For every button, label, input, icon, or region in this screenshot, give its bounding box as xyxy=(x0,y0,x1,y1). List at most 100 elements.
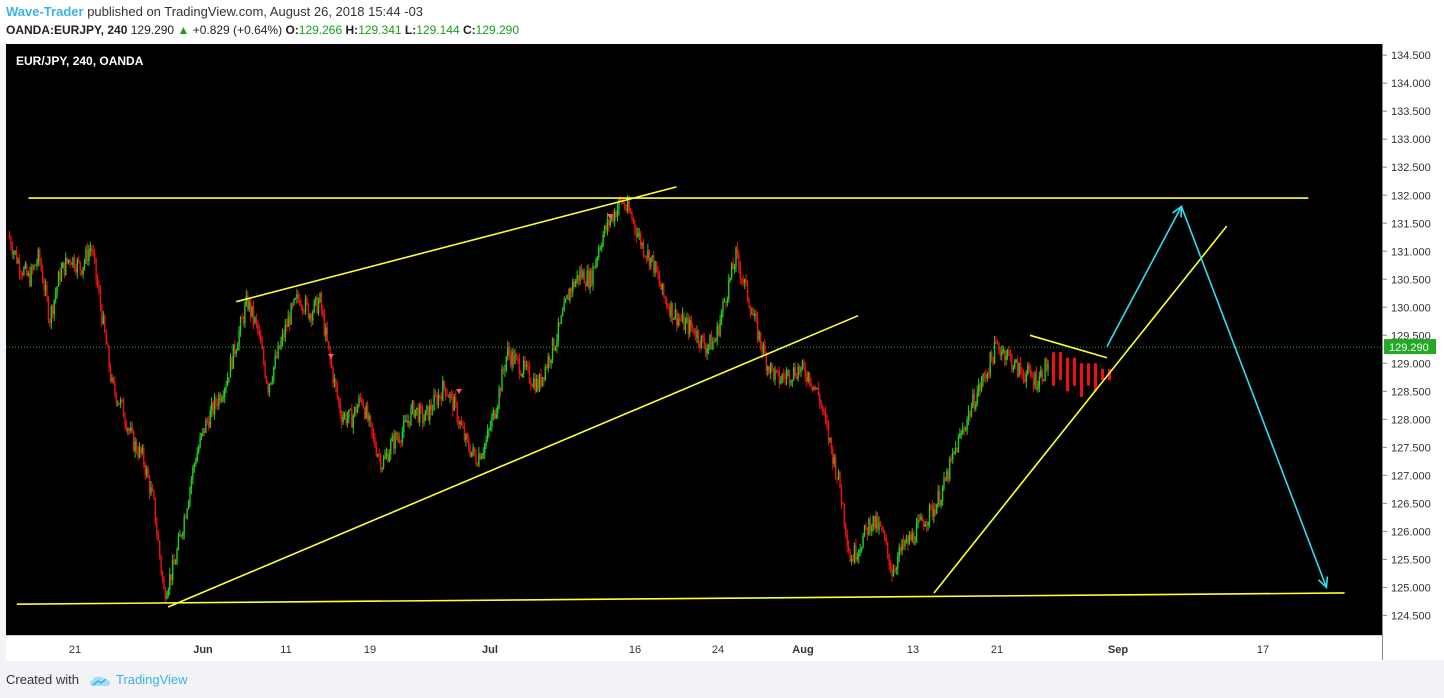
candle-body xyxy=(1018,363,1020,377)
candle-body xyxy=(208,421,210,428)
candle-body xyxy=(472,447,474,452)
candle-body xyxy=(742,279,744,283)
candle-body xyxy=(101,306,103,324)
candle-body xyxy=(928,504,931,522)
candle-body xyxy=(686,318,688,321)
candle-body xyxy=(54,293,57,300)
candle-body xyxy=(713,341,716,343)
candle-body xyxy=(297,294,300,299)
candle-body xyxy=(768,366,770,374)
candle-body xyxy=(252,306,255,323)
candle-body xyxy=(463,427,466,441)
candle-body xyxy=(197,447,200,453)
candle-body xyxy=(852,558,854,562)
candle-body xyxy=(1027,365,1029,374)
candle-body xyxy=(534,378,536,392)
candle-body xyxy=(60,268,63,281)
candle-body xyxy=(936,504,938,515)
candle-body xyxy=(218,394,220,406)
last-price: 129.290 xyxy=(130,23,175,37)
candle-body xyxy=(342,416,344,423)
price-change: +0.829 (+0.64%) xyxy=(192,23,283,37)
x-tick-label: 19 xyxy=(364,644,376,656)
candle-body xyxy=(440,396,443,401)
candle-body xyxy=(225,385,227,389)
candle-body xyxy=(910,535,912,541)
author-link[interactable]: Wave-Trader xyxy=(6,4,84,19)
candle-body xyxy=(34,265,37,267)
candle-body xyxy=(914,542,916,544)
candle-body xyxy=(808,372,811,384)
candle-body xyxy=(832,448,834,465)
projected-bar xyxy=(1087,363,1090,386)
candle-body xyxy=(468,439,470,450)
candle-body xyxy=(466,434,469,440)
y-tick-label: 129.000 xyxy=(1391,358,1431,370)
candle-body xyxy=(336,386,339,397)
candle-body xyxy=(642,242,645,256)
candle-body xyxy=(96,278,99,286)
candle-body xyxy=(998,342,1000,351)
candle-body xyxy=(105,331,107,345)
candle-body xyxy=(726,298,729,304)
candle-body xyxy=(293,299,295,305)
candle-body xyxy=(774,370,776,380)
candle-body xyxy=(375,446,378,456)
candle-body xyxy=(228,377,230,379)
candle-body xyxy=(20,273,22,275)
tradingview-link[interactable]: TradingView xyxy=(116,672,188,687)
candle-body xyxy=(709,334,711,345)
candle-body xyxy=(821,405,824,412)
candle-body xyxy=(723,301,726,303)
candle-body xyxy=(257,322,259,331)
candle-body xyxy=(41,269,44,283)
candle-body xyxy=(563,301,565,312)
candle-body xyxy=(91,248,93,252)
candle-body xyxy=(570,288,573,293)
candle-body xyxy=(1035,372,1038,390)
candle-body xyxy=(668,307,671,317)
candle-body xyxy=(13,251,15,255)
candle-body xyxy=(795,376,798,379)
candle-body xyxy=(288,316,291,325)
candle-body xyxy=(941,487,944,501)
candle-body xyxy=(452,393,454,411)
candle-body xyxy=(310,314,313,321)
candlestick-plot[interactable]: EUR/JPY, 240, OANDA xyxy=(6,44,1382,635)
candle-body xyxy=(674,309,677,319)
candle-body xyxy=(290,304,292,325)
candle-body xyxy=(599,247,601,250)
candle-body xyxy=(894,569,896,571)
candle-body xyxy=(982,374,984,383)
candle-body xyxy=(872,515,874,527)
candle-body xyxy=(351,409,353,428)
candle-body xyxy=(979,383,981,390)
candle-body xyxy=(407,420,409,423)
candle-body xyxy=(443,381,445,388)
candle-body xyxy=(1038,376,1041,388)
candle-body xyxy=(937,490,939,505)
y-tick-label: 130.000 xyxy=(1391,302,1431,314)
candle-body xyxy=(977,383,980,393)
candle-body xyxy=(806,376,808,382)
candle-body xyxy=(56,286,58,294)
chart-pane[interactable]: EUR/JPY, 240, OANDA xyxy=(6,44,1382,635)
candle-body xyxy=(694,334,697,338)
signal-marker xyxy=(328,354,334,359)
candle-body xyxy=(833,456,835,465)
candle-body xyxy=(560,315,562,324)
candle-body xyxy=(1012,367,1015,370)
candle-body xyxy=(322,310,324,314)
candle-body xyxy=(184,516,187,518)
price-axis[interactable]: 124.500 125.000 125.500 126.000 126.500 127.0… xyxy=(1382,44,1444,660)
x-tick-label: 24 xyxy=(712,644,724,656)
candle-body xyxy=(930,504,932,506)
candle-body xyxy=(590,270,593,285)
candle-body xyxy=(50,306,53,323)
candle-body xyxy=(882,530,885,533)
candle-body xyxy=(166,594,168,599)
candle-body xyxy=(790,381,792,383)
candle-body xyxy=(973,393,976,409)
candle-body xyxy=(728,279,730,299)
time-axis[interactable]: 21 Jun 11 19 Jul 16 24 Aug 13 21 Sep 17 xyxy=(6,635,1382,661)
